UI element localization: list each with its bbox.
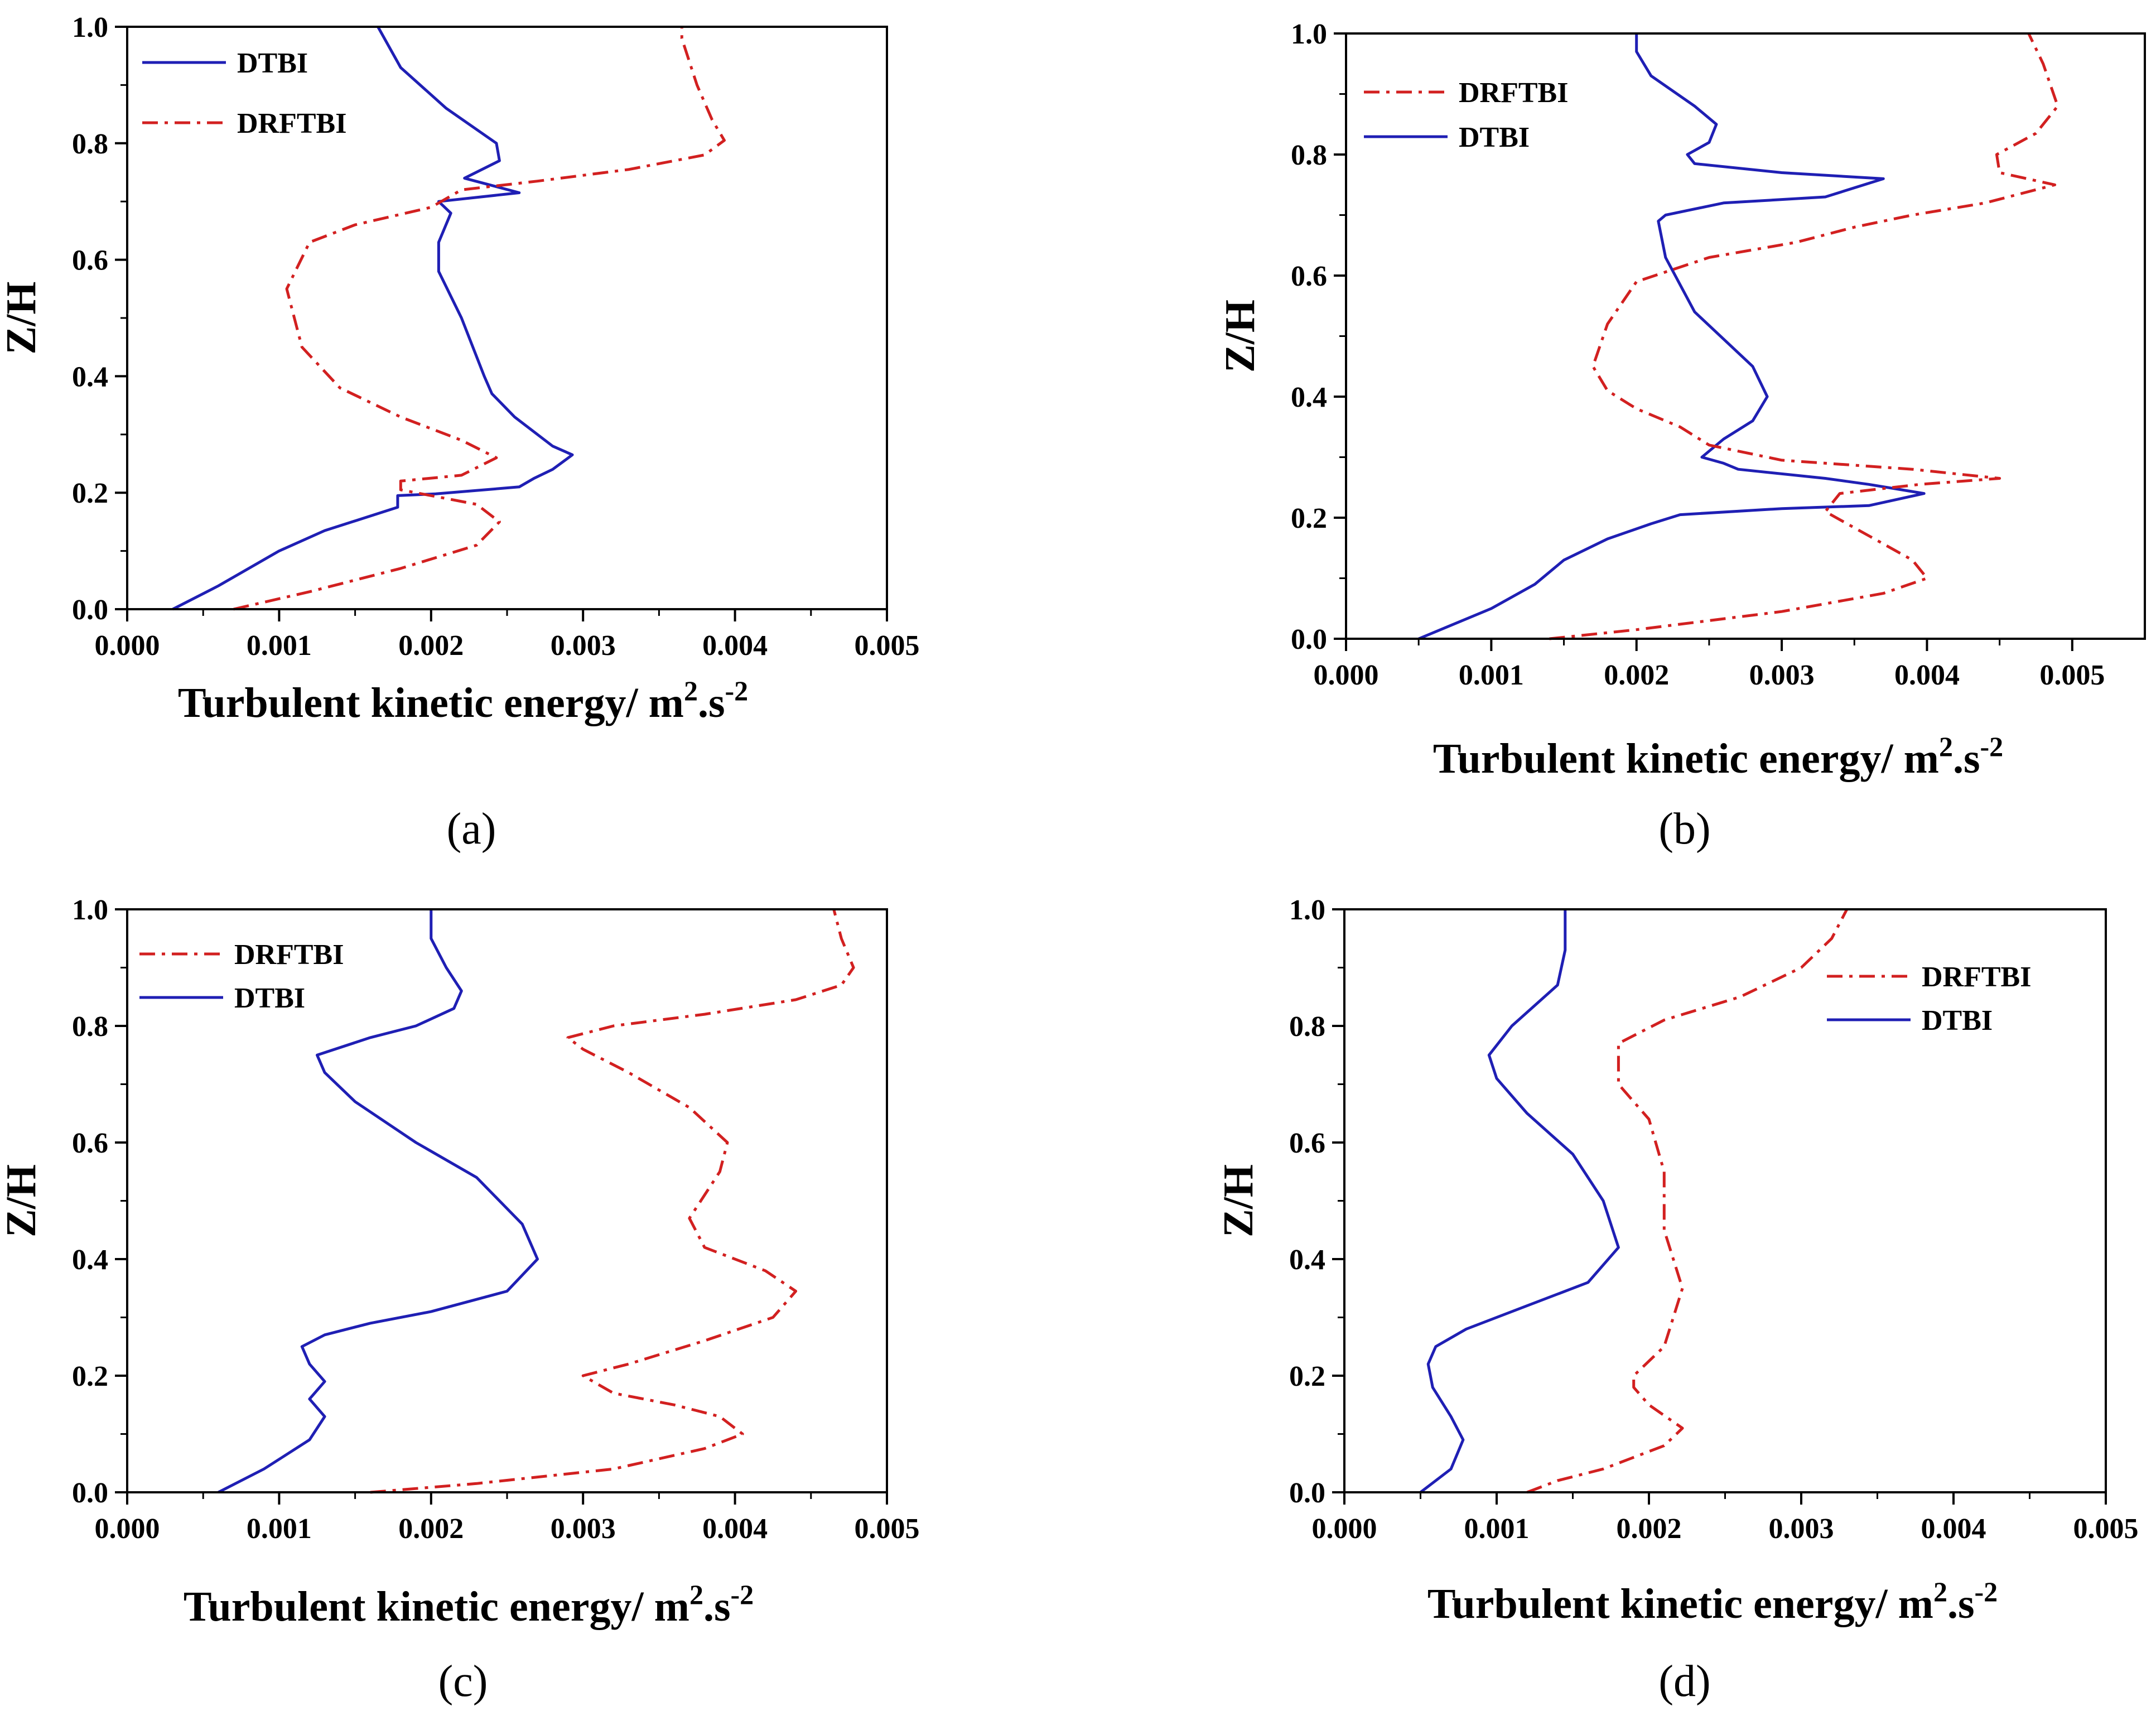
x-tick-label: 0.004 xyxy=(1921,1513,1986,1545)
y-tick-label: 0.2 xyxy=(1291,503,1327,534)
legend-label-drftbi: DRFTBI xyxy=(237,108,346,139)
series-line-drftbi xyxy=(370,909,855,1494)
x-tick-label: 0.001 xyxy=(247,1513,312,1545)
y-tick-label: 0.0 xyxy=(1291,624,1327,655)
x-tick-label: 0.002 xyxy=(1617,1513,1682,1545)
y-axis-label: Z/H xyxy=(1215,1164,1262,1237)
x-tick-label: 0.002 xyxy=(398,630,464,662)
y-tick-label: 0.2 xyxy=(72,1361,108,1392)
x-tick-label: 0.000 xyxy=(95,1513,160,1545)
y-tick-label: 0.8 xyxy=(1289,1011,1325,1043)
y-tick-label: 0.4 xyxy=(1291,382,1327,413)
series-line-dtbi xyxy=(1419,909,1620,1493)
legend-label-dtbi: DTBI xyxy=(237,47,308,79)
x-tick-label: 0.003 xyxy=(1749,659,1815,691)
panel-a: 0.0 0.2 0.4 0.6 0.8 1.0 0.000 0.001 0.002 0.003 0.… xyxy=(0,12,920,854)
y-tick-label: 0.4 xyxy=(72,1244,108,1276)
x-tick-label: 0.003 xyxy=(1769,1513,1834,1545)
y-tick-label: 0.0 xyxy=(72,594,108,626)
y-tick-label: 0.6 xyxy=(72,245,108,277)
x-tick-label: 0.001 xyxy=(1464,1513,1530,1545)
x-tick-label: 0.001 xyxy=(247,630,312,662)
legend-label-drftbi: DRFTBI xyxy=(1459,77,1568,109)
y-tick-label: 0.0 xyxy=(72,1477,108,1509)
legend-label-dtbi: DTBI xyxy=(1922,1005,1993,1037)
x-tick-label: 0.005 xyxy=(2039,659,2105,691)
y-axis-label: Z/H xyxy=(0,282,45,355)
series-line-drftbi xyxy=(1549,32,2059,640)
x-tick-label: 0.004 xyxy=(702,1513,768,1545)
y-tick-label: 0.6 xyxy=(72,1127,108,1159)
x-tick-label: 0.005 xyxy=(855,630,920,662)
series-line-dtbi xyxy=(218,909,539,1494)
y-tick-label: 0.4 xyxy=(1289,1244,1325,1276)
panel-label: (c) xyxy=(438,1657,488,1706)
x-tick-label: 0.000 xyxy=(95,630,160,662)
panel-c: 0.0 0.2 0.4 0.6 0.8 1.0 0.000 0.001 0.002 0.003 0.… xyxy=(0,894,920,1706)
y-tick-label: 1.0 xyxy=(72,894,108,926)
y-tick-label: 1.0 xyxy=(1291,18,1327,50)
series-line-dtbi xyxy=(172,26,574,611)
legend-label-dtbi: DTBI xyxy=(1459,122,1530,153)
x-tick-label: 0.000 xyxy=(1312,1513,1377,1545)
x-tick-label: 0.005 xyxy=(855,1513,920,1545)
y-tick-label: 0.0 xyxy=(1289,1477,1325,1509)
x-tick-label: 0.002 xyxy=(398,1513,464,1545)
x-axis-label: Turbulent kinetic energy/ m2.s-2 xyxy=(1427,1576,1998,1627)
panel-label: (b) xyxy=(1658,804,1710,854)
x-tick-label: 0.005 xyxy=(2073,1513,2139,1545)
series-line-drftbi xyxy=(1526,908,1849,1494)
y-tick-label: 0.8 xyxy=(72,128,108,160)
x-tick-label: 0.000 xyxy=(1314,659,1379,691)
y-axis-label: Z/H xyxy=(0,1164,45,1237)
x-tick-label: 0.001 xyxy=(1459,659,1524,691)
panel-b: 0.0 0.2 0.4 0.6 0.8 1.0 0.000 0.001 0.002 0.003 0.… xyxy=(1217,18,2146,854)
legend-label-drftbi: DRFTBI xyxy=(1922,961,2031,993)
x-axis-label: Turbulent kinetic energy/ m2.s-2 xyxy=(1433,731,2003,782)
y-tick-label: 0.2 xyxy=(72,478,108,509)
x-axis-label: Turbulent kinetic energy/ m2.s-2 xyxy=(178,675,748,726)
y-tick-label: 0.8 xyxy=(72,1011,108,1043)
legend-label-drftbi: DRFTBI xyxy=(234,939,344,971)
y-tick-label: 0.8 xyxy=(1291,139,1327,171)
y-tick-label: 0.4 xyxy=(72,361,108,393)
x-tick-label: 0.003 xyxy=(551,1513,616,1545)
y-tick-label: 0.6 xyxy=(1291,261,1327,292)
series-line-dtbi xyxy=(1418,33,1926,640)
x-axis-label: Turbulent kinetic energy/ m2.s-2 xyxy=(184,1579,754,1630)
legend-label-dtbi: DTBI xyxy=(234,982,305,1014)
x-tick-label: 0.004 xyxy=(702,630,768,662)
y-tick-label: 1.0 xyxy=(72,12,108,44)
y-tick-label: 0.2 xyxy=(1289,1361,1325,1392)
panel-d: 0.0 0.2 0.4 0.6 0.8 1.0 0.000 0.001 0.002 0.003 0.… xyxy=(1215,894,2139,1706)
x-tick-label: 0.002 xyxy=(1604,659,1669,691)
y-axis-label: Z/H xyxy=(1217,300,1263,373)
x-tick-label: 0.004 xyxy=(1894,659,1960,691)
y-tick-label: 0.6 xyxy=(1289,1127,1325,1159)
y-tick-label: 1.0 xyxy=(1289,894,1325,926)
x-tick-label: 0.003 xyxy=(551,630,616,662)
panel-label: (a) xyxy=(447,804,496,854)
panel-label: (d) xyxy=(1658,1657,1710,1706)
series-line-drftbi xyxy=(233,27,726,611)
